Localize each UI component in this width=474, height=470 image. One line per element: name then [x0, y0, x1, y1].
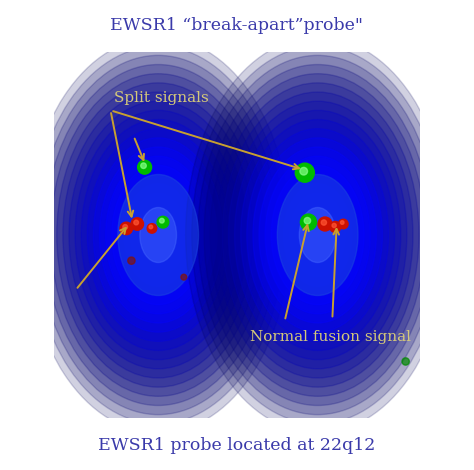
Circle shape	[318, 217, 332, 231]
Circle shape	[134, 220, 138, 225]
Circle shape	[137, 160, 152, 174]
Ellipse shape	[253, 138, 383, 332]
Circle shape	[120, 222, 133, 235]
Ellipse shape	[210, 74, 425, 396]
Ellipse shape	[69, 101, 247, 369]
Circle shape	[157, 216, 169, 228]
Ellipse shape	[192, 46, 444, 424]
Ellipse shape	[57, 83, 260, 387]
Ellipse shape	[247, 129, 389, 341]
Circle shape	[147, 224, 157, 233]
Text: Normal fusion signal: Normal fusion signal	[250, 330, 411, 345]
Ellipse shape	[130, 193, 186, 277]
Ellipse shape	[241, 119, 395, 351]
Ellipse shape	[118, 174, 199, 296]
Ellipse shape	[186, 37, 450, 433]
Ellipse shape	[100, 147, 217, 323]
Circle shape	[301, 214, 317, 230]
Ellipse shape	[26, 37, 290, 433]
Circle shape	[330, 221, 341, 233]
Ellipse shape	[32, 46, 284, 424]
Text: EWSR1 “break-apart”probe": EWSR1 “break-apart”probe"	[110, 17, 364, 34]
Circle shape	[332, 223, 336, 227]
Ellipse shape	[277, 174, 358, 296]
Ellipse shape	[124, 184, 192, 286]
Ellipse shape	[265, 156, 370, 314]
Ellipse shape	[38, 55, 278, 415]
Circle shape	[123, 225, 128, 229]
Text: EWSR1 probe located at 22q12: EWSR1 probe located at 22q12	[98, 437, 376, 454]
Ellipse shape	[75, 110, 241, 360]
Circle shape	[131, 218, 144, 230]
Ellipse shape	[63, 92, 254, 378]
Circle shape	[340, 221, 344, 224]
Ellipse shape	[259, 147, 376, 323]
Circle shape	[321, 220, 327, 225]
Circle shape	[181, 274, 187, 280]
Ellipse shape	[271, 165, 364, 305]
Ellipse shape	[216, 83, 419, 387]
Text: Split signals: Split signals	[114, 91, 209, 105]
Circle shape	[295, 163, 314, 182]
Ellipse shape	[222, 92, 413, 378]
Ellipse shape	[204, 64, 431, 406]
Circle shape	[159, 219, 164, 223]
Ellipse shape	[198, 55, 438, 415]
Ellipse shape	[290, 193, 346, 277]
Ellipse shape	[140, 208, 176, 262]
Ellipse shape	[277, 174, 358, 296]
Ellipse shape	[299, 208, 336, 262]
Ellipse shape	[118, 174, 199, 296]
Circle shape	[149, 225, 153, 229]
Circle shape	[128, 257, 135, 264]
Ellipse shape	[283, 184, 352, 286]
Circle shape	[304, 218, 310, 224]
Ellipse shape	[235, 110, 401, 360]
Ellipse shape	[87, 129, 229, 341]
Ellipse shape	[81, 119, 235, 351]
Circle shape	[141, 163, 146, 169]
Ellipse shape	[112, 165, 205, 305]
Circle shape	[300, 167, 308, 175]
Circle shape	[338, 219, 348, 229]
Ellipse shape	[93, 138, 223, 332]
Ellipse shape	[51, 74, 266, 396]
Ellipse shape	[228, 101, 407, 369]
Ellipse shape	[106, 156, 211, 314]
Ellipse shape	[45, 64, 272, 406]
Circle shape	[402, 358, 410, 365]
